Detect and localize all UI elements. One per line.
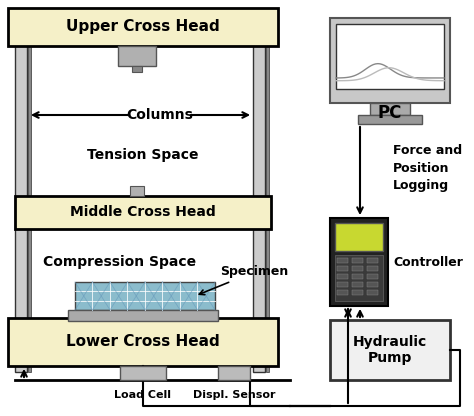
Bar <box>367 274 378 279</box>
Bar <box>352 258 363 263</box>
Bar <box>336 24 444 89</box>
Bar <box>15 196 271 229</box>
Bar <box>15 42 27 372</box>
Bar <box>8 8 278 46</box>
Bar <box>335 255 383 301</box>
Bar <box>337 274 348 279</box>
Bar <box>352 290 363 295</box>
Bar <box>367 258 378 263</box>
Bar <box>367 290 378 295</box>
Bar <box>352 266 363 271</box>
Text: Displ. Sensor: Displ. Sensor <box>193 390 275 400</box>
Text: Lower Cross Head: Lower Cross Head <box>66 334 220 349</box>
Bar <box>253 42 265 372</box>
Bar <box>358 115 422 124</box>
Bar <box>218 366 250 380</box>
Text: Load Cell: Load Cell <box>115 390 172 400</box>
Bar <box>132 66 142 72</box>
Bar <box>8 318 278 366</box>
Bar <box>120 366 166 380</box>
Text: PC: PC <box>378 104 402 122</box>
Bar <box>352 274 363 279</box>
Bar <box>370 103 410 115</box>
Bar <box>335 223 383 251</box>
Bar <box>337 258 348 263</box>
Text: Hydraulic
Pump: Hydraulic Pump <box>353 335 427 365</box>
Text: Columns: Columns <box>127 108 193 122</box>
Bar <box>130 186 144 196</box>
Bar <box>266 42 269 372</box>
Bar <box>330 18 450 103</box>
Text: Force and
Position
Logging: Force and Position Logging <box>393 144 462 191</box>
Text: Compression Space: Compression Space <box>44 255 197 269</box>
Bar <box>367 266 378 271</box>
Bar <box>367 282 378 287</box>
Bar <box>28 42 31 372</box>
Bar <box>330 320 450 380</box>
Bar <box>68 310 218 321</box>
Bar <box>352 282 363 287</box>
Bar <box>337 266 348 271</box>
Text: Middle Cross Head: Middle Cross Head <box>70 206 216 220</box>
Bar <box>330 218 388 306</box>
Text: Controller: Controller <box>393 255 463 268</box>
Bar <box>337 290 348 295</box>
Bar <box>75 282 215 310</box>
Bar <box>118 46 156 66</box>
Text: Specimen: Specimen <box>199 265 288 295</box>
Text: Upper Cross Head: Upper Cross Head <box>66 20 220 35</box>
Bar <box>337 282 348 287</box>
Text: Tension Space: Tension Space <box>87 148 199 162</box>
